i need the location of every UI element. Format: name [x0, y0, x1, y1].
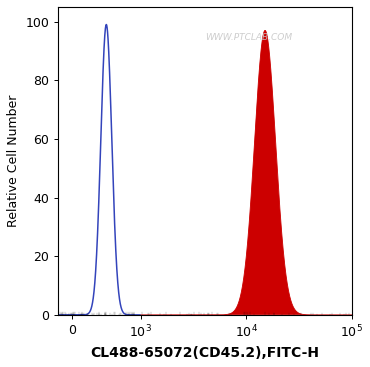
- Polygon shape: [141, 30, 352, 315]
- Y-axis label: Relative Cell Number: Relative Cell Number: [7, 95, 20, 227]
- X-axis label: CL488-65072(CD45.2),FITC-H: CL488-65072(CD45.2),FITC-H: [91, 346, 320, 360]
- Text: WWW.PTCLAB.COM: WWW.PTCLAB.COM: [205, 33, 293, 42]
